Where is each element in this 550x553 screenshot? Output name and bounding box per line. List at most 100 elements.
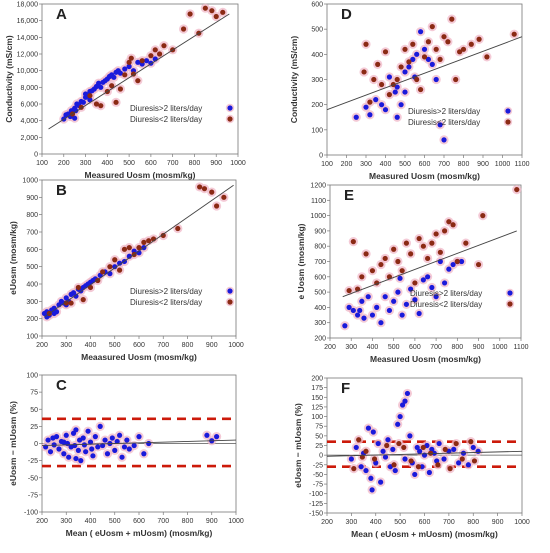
data-point-blue <box>95 444 101 450</box>
y-tick-label: 100 <box>26 373 38 380</box>
data-point-brown <box>126 59 132 65</box>
data-point-brown <box>416 235 422 242</box>
data-point-brown <box>220 9 226 15</box>
data-point-blue <box>56 446 62 452</box>
x-tick-label: 600 <box>419 161 431 168</box>
data-point-blue <box>131 442 137 449</box>
x-tick-label: 200 <box>58 160 70 167</box>
x-tick-label: 400 <box>101 160 113 167</box>
y-tick-label: 50 <box>30 407 38 414</box>
data-point-blue <box>395 421 401 427</box>
legend-marker-blue <box>507 290 513 296</box>
data-point-brown <box>463 240 469 246</box>
data-point-brown <box>435 462 441 468</box>
y-tick-label: 600 <box>314 274 326 281</box>
data-point-blue <box>451 446 457 452</box>
y-tick-label: 125 <box>311 404 323 411</box>
data-point-blue <box>122 66 128 72</box>
data-point-brown <box>117 267 123 273</box>
data-point-brown <box>117 86 123 92</box>
data-point-brown <box>221 194 227 200</box>
legend-marker-brown <box>227 299 233 305</box>
data-point-brown <box>476 36 482 42</box>
y-tick-label: 12,000 <box>17 52 39 59</box>
data-point-blue <box>81 442 88 448</box>
data-point-brown <box>425 255 431 262</box>
data-point-blue <box>410 56 416 62</box>
data-point-blue <box>83 449 89 455</box>
data-point-brown <box>453 76 459 83</box>
legend-label: Diuresis<2 liters/day <box>130 115 202 124</box>
data-point-blue <box>397 275 403 281</box>
data-point-blue <box>89 446 95 452</box>
data-point-blue <box>78 458 84 464</box>
data-point-blue <box>375 440 381 447</box>
x-tick-label: 500 <box>388 344 400 351</box>
data-point-brown <box>112 257 118 263</box>
legend-marker-blue <box>227 105 233 111</box>
data-point-brown <box>98 103 104 109</box>
data-point-brown <box>361 69 367 75</box>
y-tick-label: 200 <box>311 102 323 109</box>
data-point-blue <box>392 89 398 95</box>
x-tick-label: 1000 <box>495 161 511 168</box>
data-point-brown <box>121 246 128 252</box>
data-point-brown <box>367 99 373 105</box>
x-tick-label: 400 <box>380 161 392 168</box>
data-point-blue <box>75 447 81 453</box>
x-tick-label: 1100 <box>513 344 528 351</box>
data-point-blue <box>374 304 380 310</box>
data-point-blue <box>87 439 94 445</box>
data-point-blue <box>141 451 147 457</box>
data-point-blue <box>350 307 356 314</box>
data-point-brown <box>433 46 439 52</box>
y-tick-label: 400 <box>311 52 323 59</box>
y-tick-label: 400 <box>26 282 38 289</box>
data-point-brown <box>459 456 465 462</box>
data-point-blue <box>441 456 447 462</box>
x-axis-label: Mean ( eUosm + mUosm) (mosm/kg) <box>351 529 498 539</box>
data-point-brown <box>445 39 451 45</box>
data-point-blue <box>353 114 359 120</box>
data-point-blue <box>380 448 386 454</box>
fit-line <box>48 13 230 130</box>
x-tick-label: 400 <box>370 519 382 526</box>
data-point-brown <box>421 54 428 60</box>
x-tick-label: 500 <box>109 518 121 525</box>
legend-label: Diuresis>2 liters/day <box>410 289 482 298</box>
data-point-brown <box>514 186 520 193</box>
data-point-brown <box>420 243 426 249</box>
data-point-brown <box>152 47 158 53</box>
x-tick-label: 300 <box>60 342 72 349</box>
data-point-blue <box>47 449 54 455</box>
data-point-blue <box>419 464 425 470</box>
y-tick-label: 16,000 <box>17 18 39 25</box>
data-point-brown <box>109 83 115 89</box>
y-tick-label: 600 <box>26 247 38 254</box>
x-tick-label: 1000 <box>492 344 508 351</box>
data-point-blue <box>386 307 393 314</box>
data-point-blue <box>397 413 403 420</box>
data-point-blue <box>378 479 384 485</box>
data-point-brown <box>460 46 467 52</box>
y-tick-label: 300 <box>26 299 38 306</box>
y-tick-label: 0 <box>34 152 38 159</box>
data-point-blue <box>414 444 420 451</box>
legend-label: Diuresis>2 liters/day <box>408 107 480 116</box>
data-point-brown <box>468 439 474 445</box>
legend: Diuresis>2 liters/day Diuresis<2 liters/d… <box>130 286 235 307</box>
data-point-brown <box>468 41 474 47</box>
panel-c: 200 300 400 500 600 700 800 900 1000-100-75-50-2… <box>8 373 244 539</box>
data-point-blue <box>92 434 98 440</box>
data-point-brown <box>396 440 402 447</box>
x-tick-label: 900 <box>206 518 218 525</box>
x-tick-label: 400 <box>85 518 97 525</box>
data-point-blue <box>379 102 385 108</box>
data-point-blue <box>426 469 432 476</box>
y-tick-label: 25 <box>315 443 323 450</box>
data-point-brown <box>415 464 422 470</box>
data-point-brown <box>480 213 486 219</box>
y-axis-label: eUosm − mUosm (%) <box>8 401 18 486</box>
data-point-blue <box>51 310 57 317</box>
x-tick-label: 400 <box>367 344 379 351</box>
